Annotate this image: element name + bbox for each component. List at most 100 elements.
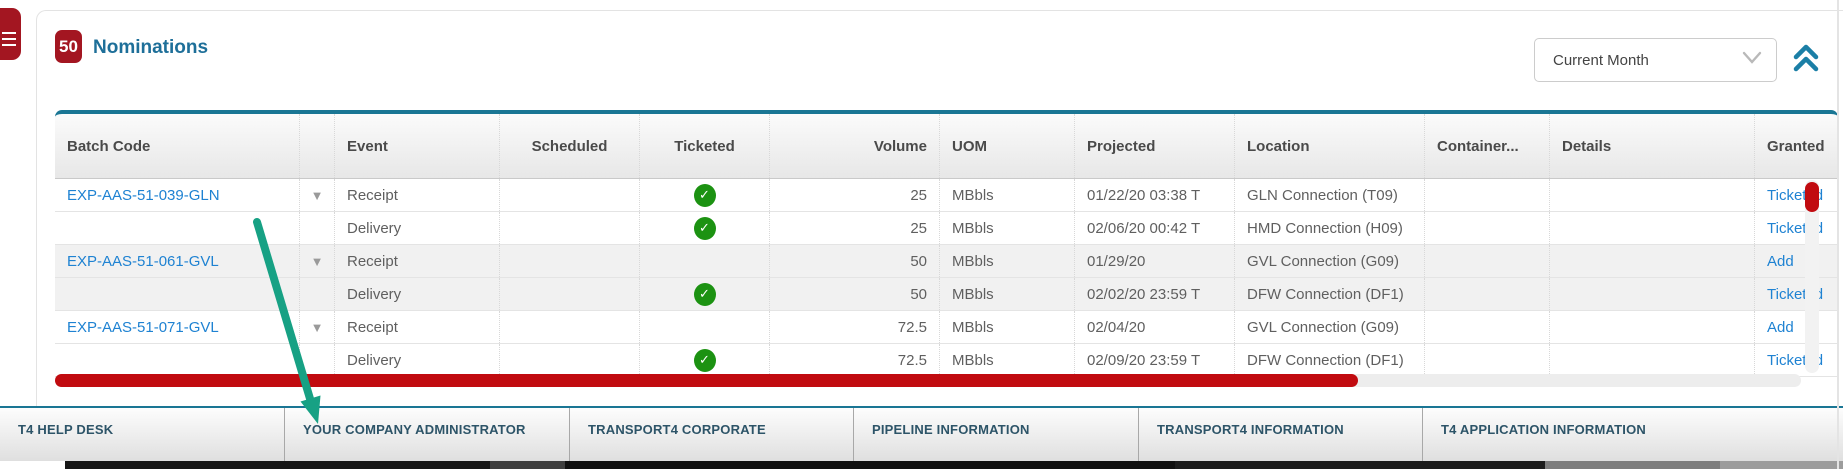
granted-action-link[interactable]: Add (1767, 252, 1794, 270)
container-cell (1425, 245, 1550, 277)
scheduled-cell (500, 179, 640, 211)
column-header-uom[interactable]: UOM (940, 114, 1075, 178)
taskbar-segment (1720, 461, 1843, 469)
container-cell (1425, 212, 1550, 244)
details-cell (1550, 344, 1755, 376)
event-cell: Delivery (335, 278, 500, 310)
column-header-event[interactable]: Event (335, 114, 500, 178)
uom-cell: MBbls (940, 311, 1075, 343)
granted-cell: Ticketed (1755, 212, 1838, 244)
uom-cell: MBbls (940, 344, 1075, 376)
uom-cell: MBbls (940, 179, 1075, 211)
green-check-icon: ✓ (693, 282, 716, 306)
table-row: Delivery ✓ 25 MBbls 02/06/20 00:42 T HMD Conn… (55, 212, 1838, 245)
page-title: Nominations (93, 37, 209, 58)
vertical-scrollbar-thumb[interactable] (1805, 182, 1819, 212)
taskbar-segment (65, 461, 490, 469)
event-cell: Receipt (335, 179, 500, 211)
location-cell: GVL Connection (G09) (1235, 311, 1425, 343)
location-cell: DFW Connection (DF1) (1235, 278, 1425, 310)
column-header-ticketed[interactable]: Ticketed (640, 114, 770, 178)
footer-link-pipeline-information[interactable]: PIPELINE INFORMATION (853, 408, 1138, 463)
table-row: EXP-AAS-51-071-GVL ▼ Receipt 72.5 MBbls 02/04… (55, 311, 1838, 344)
footer-link-transport4-corporate[interactable]: TRANSPORT4 CORPORATE (569, 408, 853, 463)
granted-cell: Add (1755, 245, 1838, 277)
batch-code-cell (55, 212, 300, 244)
table-row: Delivery ✓ 50 MBbls 02/02/20 23:59 T DFW Conn… (55, 278, 1838, 311)
triangle-down-icon[interactable]: ▼ (310, 319, 324, 335)
projected-cell: 02/09/20 23:59 T (1075, 344, 1235, 376)
ticketed-cell (640, 245, 770, 277)
taskbar-segment (565, 461, 1175, 469)
column-header-scheduled[interactable]: Scheduled (500, 114, 640, 178)
scheduled-cell (500, 311, 640, 343)
scheduled-cell (500, 344, 640, 376)
projected-cell: 02/04/20 (1075, 311, 1235, 343)
column-header-projected[interactable]: Projected (1075, 114, 1235, 178)
column-header-container[interactable]: Container... (1425, 114, 1550, 178)
triangle-down-icon[interactable]: ▼ (310, 187, 324, 203)
expander-cell (300, 212, 335, 244)
vertical-scrollbar-track[interactable] (1805, 180, 1819, 373)
scheduled-cell (500, 278, 640, 310)
details-cell (1550, 179, 1755, 211)
taskbar-strip (0, 461, 1843, 469)
horizontal-scrollbar-thumb[interactable] (55, 374, 1358, 387)
footer-link-t4-application-information[interactable]: T4 APPLICATION INFORMATION (1422, 408, 1843, 463)
batch-code-cell: EXP-AAS-51-039-GLN (55, 179, 300, 211)
details-cell (1550, 212, 1755, 244)
container-cell (1425, 311, 1550, 343)
footer-link-transport4-information[interactable]: TRANSPORT4 INFORMATION (1138, 408, 1422, 463)
batch-code-link[interactable]: EXP-AAS-51-071-GVL (67, 318, 219, 336)
collapse-panel-button[interactable] (1793, 42, 1819, 74)
nominations-table: Batch Code Event Scheduled Ticketed Volume UO… (55, 110, 1838, 377)
ticketed-cell (640, 311, 770, 343)
batch-code-link[interactable]: EXP-AAS-51-039-GLN (67, 186, 220, 204)
projected-cell: 01/29/20 (1075, 245, 1235, 277)
location-cell: HMD Connection (H09) (1235, 212, 1425, 244)
event-cell: Delivery (335, 344, 500, 376)
nominations-count-badge: 50 (55, 30, 82, 63)
uom-cell: MBbls (940, 245, 1075, 277)
column-header-details[interactable]: Details (1550, 114, 1755, 178)
table-row: EXP-AAS-51-039-GLN ▼ Receipt ✓ 25 MBbls 01/22/… (55, 179, 1838, 212)
period-dropdown[interactable]: Current Month (1534, 38, 1777, 82)
projected-cell: 02/02/20 23:59 T (1075, 278, 1235, 310)
footer-link-your-company-administrator[interactable]: YOUR COMPANY ADMINISTRATOR (284, 408, 569, 463)
volume-cell: 25 (770, 212, 940, 244)
container-cell (1425, 179, 1550, 211)
volume-cell: 25 (770, 179, 940, 211)
green-check-icon: ✓ (693, 183, 716, 207)
column-header-volume[interactable]: Volume (770, 114, 940, 178)
granted-action-link[interactable]: Add (1767, 318, 1794, 336)
projected-cell: 01/22/20 03:38 T (1075, 179, 1235, 211)
taskbar-segment (1175, 461, 1545, 469)
column-header-location[interactable]: Location (1235, 114, 1425, 178)
column-header-granted[interactable]: Granted (1767, 137, 1825, 155)
table-row: Delivery ✓ 72.5 MBbls 02/09/20 23:59 T DFW Co… (55, 344, 1838, 377)
taskbar-segment (490, 461, 565, 469)
granted-cell: Ticketed (1755, 278, 1838, 310)
taskbar-segment (1545, 461, 1720, 469)
volume-cell: 50 (770, 245, 940, 277)
ticketed-cell: ✓ (640, 278, 770, 310)
batch-code-link[interactable]: EXP-AAS-51-061-GVL (67, 252, 219, 270)
column-header-batch-code[interactable]: Batch Code (55, 114, 300, 178)
period-dropdown-value: Current Month (1553, 51, 1649, 69)
footer-link-t4-help-desk[interactable]: T4 HELP DESK (18, 422, 114, 437)
green-check-icon: ✓ (693, 348, 716, 372)
scheduled-cell (500, 212, 640, 244)
details-cell (1550, 245, 1755, 277)
triangle-down-icon[interactable]: ▼ (310, 253, 324, 269)
hamburger-menu-button[interactable] (0, 8, 21, 60)
batch-code-cell (55, 344, 300, 376)
location-cell: DFW Connection (DF1) (1235, 344, 1425, 376)
table-body: EXP-AAS-51-039-GLN ▼ Receipt ✓ 25 MBbls 01/22/… (55, 179, 1838, 377)
green-check-icon: ✓ (693, 216, 716, 240)
ticketed-cell: ✓ (640, 212, 770, 244)
table-header-row: Batch Code Event Scheduled Ticketed Volume UO… (55, 110, 1838, 179)
batch-code-cell (55, 278, 300, 310)
ticketed-cell: ✓ (640, 179, 770, 211)
volume-cell: 50 (770, 278, 940, 310)
